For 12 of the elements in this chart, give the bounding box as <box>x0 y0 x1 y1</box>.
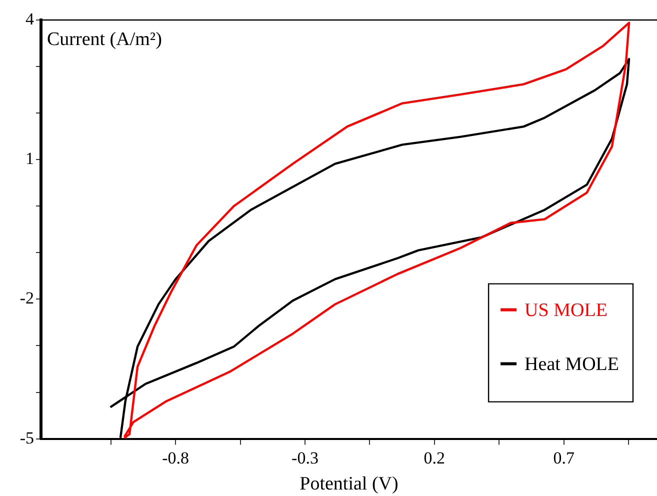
y-tick-label: -5 <box>20 428 34 448</box>
y-tick-label: -2 <box>20 288 34 308</box>
x-tick-label: 0.2 <box>424 448 446 468</box>
x-tick-label: 0.7 <box>553 448 575 468</box>
y-axis-title: Current (A/m²) <box>47 29 162 50</box>
y-tick-label: 4 <box>26 9 34 28</box>
legend-label: US MOLE <box>524 300 608 321</box>
legend-label: Heat MOLE <box>524 354 620 375</box>
x-tick-label: -0.8 <box>162 448 190 468</box>
x-axis-title: Potential (V) <box>300 474 398 495</box>
x-tick-label: -0.3 <box>292 448 318 468</box>
y-tick-label: 1 <box>26 149 34 168</box>
